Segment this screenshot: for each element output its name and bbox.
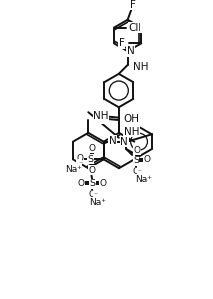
Text: NH: NH [124, 127, 139, 137]
Text: ⁻: ⁻ [137, 167, 141, 176]
Text: O: O [99, 114, 107, 124]
Text: Na⁺: Na⁺ [135, 175, 153, 184]
Text: ⁻: ⁻ [93, 190, 97, 199]
Text: N: N [127, 46, 134, 56]
Text: F: F [119, 38, 125, 48]
Text: N: N [134, 23, 141, 33]
Text: S: S [88, 155, 94, 164]
Text: O: O [88, 144, 95, 153]
Text: O: O [76, 154, 83, 163]
Text: O: O [133, 167, 140, 176]
Text: NH: NH [132, 62, 148, 72]
Text: Na⁺: Na⁺ [65, 165, 82, 174]
Text: O: O [78, 179, 85, 187]
Text: O: O [99, 179, 106, 187]
Text: O: O [134, 146, 141, 155]
Text: S: S [89, 179, 95, 188]
Text: ⁻: ⁻ [78, 160, 82, 169]
Text: F: F [130, 0, 135, 10]
Text: Na⁺: Na⁺ [89, 198, 106, 207]
Text: Cl: Cl [128, 23, 139, 33]
Text: O: O [143, 155, 150, 164]
Text: N: N [120, 137, 128, 147]
Text: O: O [89, 190, 96, 199]
Text: OH: OH [123, 114, 139, 124]
Text: NH: NH [93, 111, 109, 121]
Text: S: S [133, 156, 139, 165]
Text: N: N [109, 136, 116, 146]
Text: O: O [88, 166, 95, 175]
